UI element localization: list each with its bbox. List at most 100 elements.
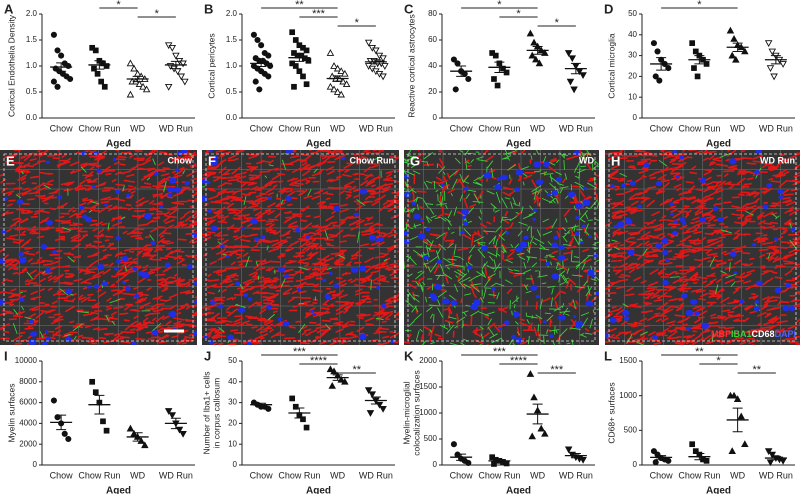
data-point: [337, 67, 345, 75]
y-tick-label: 0: [633, 460, 638, 469]
data-point: [142, 85, 151, 93]
error-bar: [532, 46, 543, 55]
y-tick-label: 20: [428, 87, 437, 96]
data-point: [168, 412, 177, 420]
data-point: [703, 457, 710, 464]
panel-label: WD Run: [760, 155, 795, 165]
data-point: [126, 424, 135, 432]
panel-letter: C: [404, 1, 414, 16]
x-tick-label: WD Run: [359, 470, 393, 480]
error-bar: [570, 62, 581, 75]
x-tick-label: WD Run: [559, 123, 593, 133]
data-point: [61, 430, 68, 437]
data-point: [703, 61, 710, 67]
significance-label: *: [497, 0, 502, 11]
x-tick-label: Chow: [250, 470, 274, 480]
data-point: [766, 459, 775, 467]
x-tick-label: Chow Run: [678, 470, 720, 480]
y-tick-label: 50: [628, 9, 637, 18]
error-bar: [456, 65, 467, 77]
error-bar: [56, 62, 67, 72]
x-tick-label: Chow: [250, 123, 274, 133]
blue-texture: [404, 150, 599, 344]
y-tick-label: 80: [428, 9, 437, 18]
data-point: [768, 48, 777, 56]
data-point: [737, 412, 745, 420]
x-tick-label: WD: [330, 123, 345, 133]
frame: [3, 153, 194, 342]
significance-label: *: [555, 17, 560, 29]
data-point: [368, 391, 377, 399]
significance-label: ***: [312, 8, 326, 20]
error-bar: [532, 403, 543, 425]
data-point: [289, 29, 296, 36]
x-tick-label: WD Run: [759, 123, 793, 133]
y-tick-label: 60: [428, 35, 437, 44]
data-point: [541, 429, 549, 437]
y-axis-title: in corpus callosum: [211, 378, 221, 448]
y-tick-label: 10000: [15, 356, 38, 365]
data-point: [92, 389, 99, 396]
data-point: [305, 57, 312, 64]
panel-letter: L: [604, 348, 612, 363]
y-tick-label: 500: [624, 425, 638, 434]
error-bar: [132, 75, 143, 83]
x-axis-title: Aged: [506, 486, 531, 494]
data-point: [741, 440, 749, 448]
data-point: [164, 408, 173, 415]
panel-letter: K: [404, 348, 414, 363]
x-tick-label: Chow Run: [78, 470, 120, 480]
red-texture: [0, 150, 197, 345]
data-point: [254, 36, 261, 44]
error-bar: [570, 453, 581, 459]
panel-label: Chow: [168, 155, 193, 165]
data-point: [570, 86, 578, 94]
y-tick-label: 0: [633, 113, 638, 122]
data-point: [732, 55, 740, 63]
data-point: [379, 73, 387, 81]
data-point: [265, 405, 272, 412]
data-point: [541, 49, 549, 56]
y-axis-title: Cortical pericytes: [206, 33, 216, 98]
data-point: [168, 44, 177, 52]
data-point: [101, 83, 108, 90]
x-tick-label: WD Run: [159, 470, 193, 480]
data-point: [265, 52, 272, 59]
significance-label: **: [695, 346, 704, 358]
data-point: [330, 85, 338, 93]
data-point: [256, 86, 263, 93]
significance-label: *: [516, 8, 521, 20]
data-point: [126, 90, 135, 98]
x-tick-label: Chow: [450, 470, 474, 480]
data-point: [650, 40, 657, 47]
data-point: [130, 64, 138, 72]
data-point: [764, 40, 773, 48]
micrograph: [202, 150, 399, 345]
data-point: [364, 39, 373, 47]
error-bar: [332, 75, 343, 82]
data-point: [303, 81, 310, 88]
micrograph: [404, 150, 599, 345]
data-point: [89, 378, 96, 385]
data-point: [179, 60, 187, 68]
x-axis-title: Aged: [306, 486, 331, 494]
panel-letter: D: [604, 1, 613, 16]
data-point: [100, 418, 106, 425]
y-axis-title: Cortical microglia: [606, 33, 616, 98]
y-tick-label: 8000: [19, 377, 37, 386]
data-point: [92, 47, 99, 54]
data-point: [689, 40, 696, 46]
data-point: [296, 68, 303, 75]
data-point: [741, 47, 749, 55]
error-bar: [294, 53, 305, 62]
data-point: [379, 405, 387, 413]
data-point: [300, 73, 306, 80]
data-point: [764, 448, 773, 456]
data-point: [530, 38, 538, 46]
error-bar: [170, 60, 181, 70]
data-point: [450, 56, 457, 63]
panel-label: Chow Run: [350, 155, 395, 165]
panel-letter: B: [204, 1, 213, 16]
data-point: [342, 80, 351, 88]
data-point: [103, 63, 110, 69]
